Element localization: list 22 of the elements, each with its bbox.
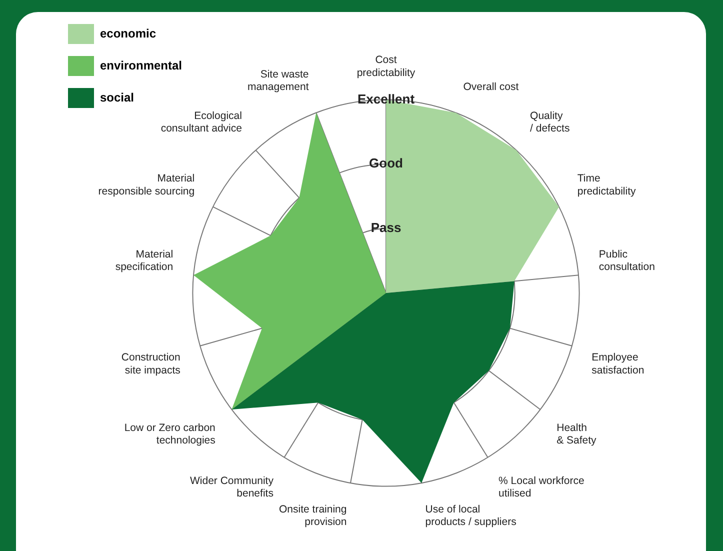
spoke-label: Construction site impacts (121, 352, 181, 376)
spoke-label: Site waste management (247, 68, 309, 94)
spoke-label: Public consultation (598, 248, 656, 273)
spoke-label: Overall cost (463, 81, 519, 94)
legend-label: environmental (100, 58, 182, 72)
spoke-label: Employee satisfaction (592, 352, 644, 376)
spoke-label: Ecological consultant advice (160, 110, 242, 135)
spoke-label: Health & Safety (556, 422, 598, 447)
legend-label: economic (100, 26, 156, 40)
y-tick-label: Pass (370, 220, 402, 236)
spoke-label: % Local workforce utilised (498, 474, 584, 500)
spoke-label: Wider Community benefits (190, 474, 274, 500)
legend-label: social (100, 90, 134, 104)
spoke-label: Material responsible sourcing (98, 172, 195, 198)
spoke-label: Material specification (115, 248, 174, 273)
y-tick-label: Good (369, 156, 404, 171)
spoke-label: Low or Zero carbon technologies (124, 422, 216, 447)
spoke-label: Cost predictability (356, 54, 416, 79)
spoke-label: Quality / defects (530, 110, 570, 135)
spoke-label: Onsite training provision (279, 503, 347, 528)
spoke-label: Use of local products / suppliers (425, 503, 516, 528)
spoke-label: Time predictability (577, 172, 636, 198)
